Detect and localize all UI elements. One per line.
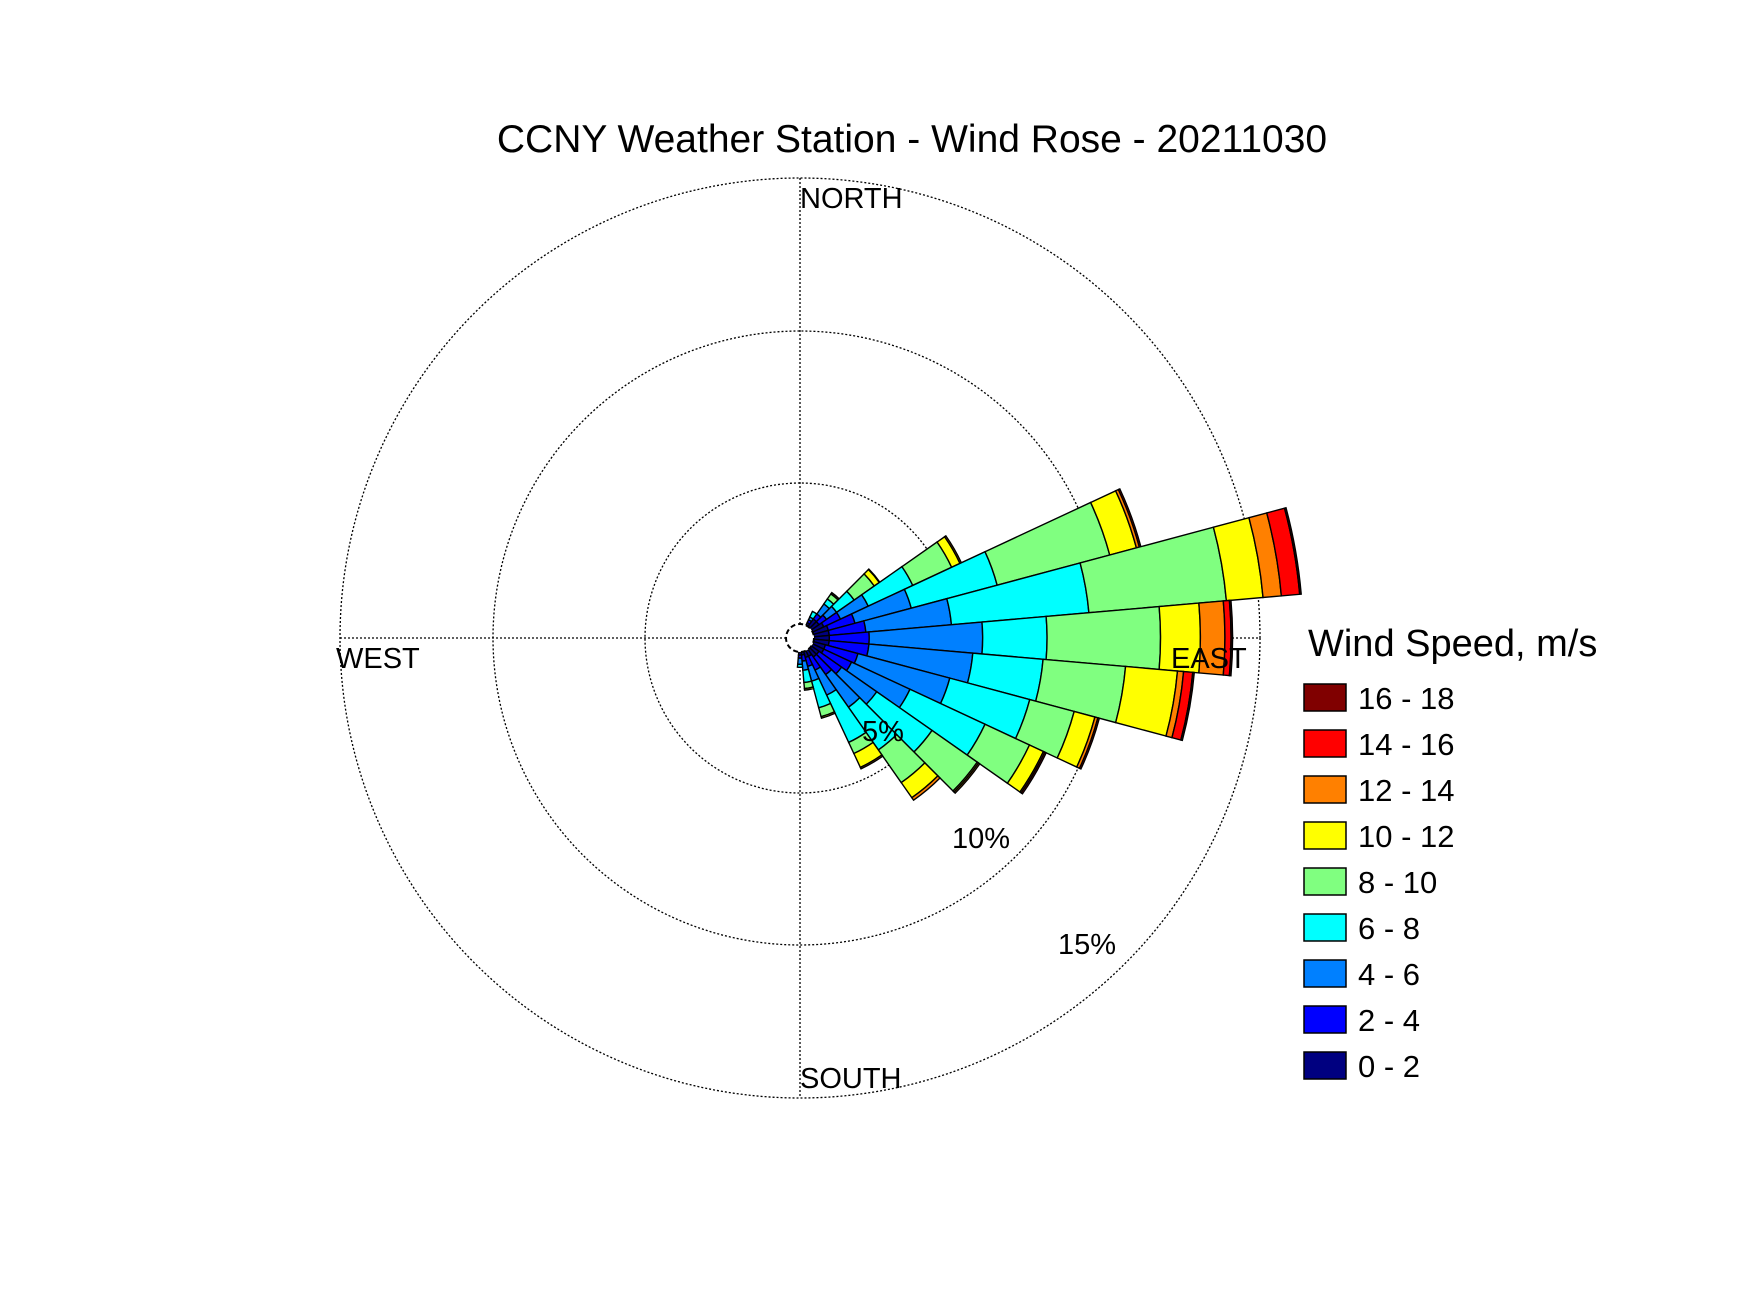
legend-label-8-10: 8 - 10 — [1358, 865, 1437, 900]
wedge-90deg-6-8 — [981, 615, 1048, 661]
wedge-110deg-14-16 — [1078, 716, 1101, 770]
wedge-180deg-6-8 — [796, 663, 804, 669]
wedge-150deg-12-14 — [859, 754, 884, 770]
wedge-100deg-16-18 — [1179, 671, 1196, 742]
legend-label-14-16: 14 - 16 — [1358, 727, 1455, 762]
direction-label-south: SOUTH — [800, 1063, 902, 1095]
wind-rose-wedges — [796, 487, 1302, 802]
calm-center-circle — [785, 623, 815, 653]
radial-tick-label-15: 15% — [1058, 929, 1116, 961]
legend-swatch-12-14 — [1303, 775, 1347, 804]
wedge-140deg-12-14 — [910, 774, 941, 802]
chart-title: CCNY Weather Station - Wind Rose - 20211… — [497, 118, 1327, 161]
legend-label-6-8: 6 - 8 — [1358, 911, 1420, 946]
legend-swatch-8-10 — [1303, 867, 1347, 896]
direction-label-west: WEST — [336, 643, 420, 675]
legend-label-10-12: 10 - 12 — [1358, 819, 1455, 854]
legend: Wind Speed, m/s 16 - 18 14 - 16 12 - 14 10 … — [1303, 623, 1597, 1084]
legend-swatch-2-4 — [1303, 1005, 1347, 1034]
legend-label-0-2: 0 - 2 — [1358, 1049, 1420, 1084]
wedge-130deg-12-14 — [953, 762, 981, 795]
wedge-160deg-10-12 — [820, 710, 837, 720]
legend-swatch-10-12 — [1303, 821, 1347, 850]
wedge-90deg-16-18 — [1228, 599, 1234, 677]
wedge-90deg-8-10 — [1045, 605, 1162, 671]
radial-tick-label-10: 10% — [952, 823, 1010, 855]
legend-label-12-14: 12 - 14 — [1358, 773, 1455, 808]
legend-label-2-4: 2 - 4 — [1358, 1003, 1420, 1038]
legend-label-4-6: 4 - 6 — [1358, 957, 1420, 992]
wedge-170deg-10-12 — [803, 686, 815, 691]
legend-title: Wind Speed, m/s — [1308, 623, 1597, 665]
radial-tick-label-5: 5% — [862, 716, 904, 748]
legend-swatch-0-2 — [1303, 1051, 1347, 1080]
legend-swatch-4-6 — [1303, 959, 1347, 988]
direction-label-north: NORTH — [800, 183, 903, 215]
direction-label-east: EAST — [1171, 643, 1247, 675]
wedge-80deg-16-18 — [1283, 506, 1302, 596]
legend-label-16-18: 16 - 18 — [1358, 681, 1455, 716]
wedge-120deg-14-16 — [1020, 751, 1048, 795]
legend-swatch-6-8 — [1303, 913, 1347, 942]
wedge-180deg-4-6 — [796, 657, 804, 665]
legend-swatch-14-16 — [1303, 729, 1347, 758]
legend-swatch-16-18 — [1303, 683, 1347, 712]
